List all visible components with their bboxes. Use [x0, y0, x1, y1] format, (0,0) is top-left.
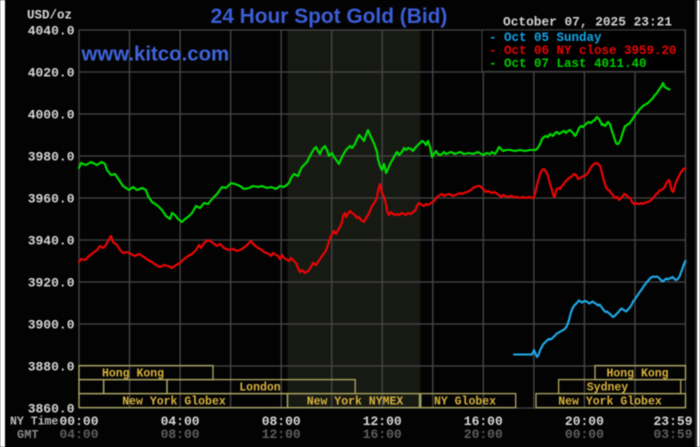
svg-text:08:00: 08:00	[262, 414, 301, 429]
svg-text:GMT: GMT	[17, 428, 39, 442]
svg-text:New York NYMEX: New York NYMEX	[307, 396, 404, 409]
svg-text:20:00: 20:00	[565, 414, 604, 429]
svg-text:3980.0: 3980.0	[28, 150, 75, 165]
svg-text:12:00: 12:00	[262, 427, 301, 442]
svg-text:3900.0: 3900.0	[28, 318, 75, 333]
svg-text:3940.0: 3940.0	[28, 234, 75, 249]
svg-text:4020.0: 4020.0	[28, 66, 75, 81]
svg-text:3860.0: 3860.0	[28, 402, 75, 417]
svg-text:23:59: 23:59	[653, 414, 692, 429]
svg-text:04:00: 04:00	[161, 414, 200, 429]
svg-text:3920.0: 3920.0	[28, 276, 75, 291]
svg-text:NY Time: NY Time	[10, 416, 58, 429]
svg-text:- Oct 07 Last 4011.40: - Oct 07 Last 4011.40	[489, 57, 647, 71]
svg-text:New York Globex: New York Globex	[558, 396, 662, 409]
svg-text:- Oct 06 NY close 3959.20: - Oct 06 NY close 3959.20	[489, 44, 677, 58]
svg-text:16:00: 16:00	[464, 414, 503, 429]
svg-text:Sydney: Sydney	[587, 382, 629, 395]
svg-text:08:00: 08:00	[161, 427, 200, 442]
svg-text:00:00: 00:00	[59, 414, 98, 429]
svg-text:NY Globex: NY Globex	[434, 396, 496, 409]
svg-text:October 07, 2025 23:21: October 07, 2025 23:21	[503, 14, 672, 29]
svg-text:3960.0: 3960.0	[28, 192, 75, 207]
svg-text:London: London	[239, 382, 281, 395]
svg-text:12:00: 12:00	[363, 414, 402, 429]
svg-text:www.kitco.com: www.kitco.com	[81, 44, 230, 66]
svg-text:20:00: 20:00	[464, 427, 503, 442]
svg-text:- Oct 05 Sunday: - Oct 05 Sunday	[489, 31, 602, 45]
svg-text:4040.0: 4040.0	[28, 24, 75, 39]
svg-text:04:00: 04:00	[59, 427, 98, 442]
svg-text:Hong Kong: Hong Kong	[102, 368, 164, 381]
svg-text:24 Hour Spot Gold (Bid): 24 Hour Spot Gold (Bid)	[211, 5, 448, 28]
svg-text:New York Globex: New York Globex	[122, 396, 226, 409]
svg-text:3880.0: 3880.0	[28, 360, 75, 375]
svg-text:00:00: 00:00	[565, 427, 604, 442]
svg-text:16:00: 16:00	[363, 427, 402, 442]
svg-text:03:59: 03:59	[653, 427, 692, 442]
svg-text:Hong Kong: Hong Kong	[606, 368, 668, 381]
svg-text:USD/oz: USD/oz	[27, 9, 72, 23]
svg-text:4000.0: 4000.0	[28, 108, 75, 123]
